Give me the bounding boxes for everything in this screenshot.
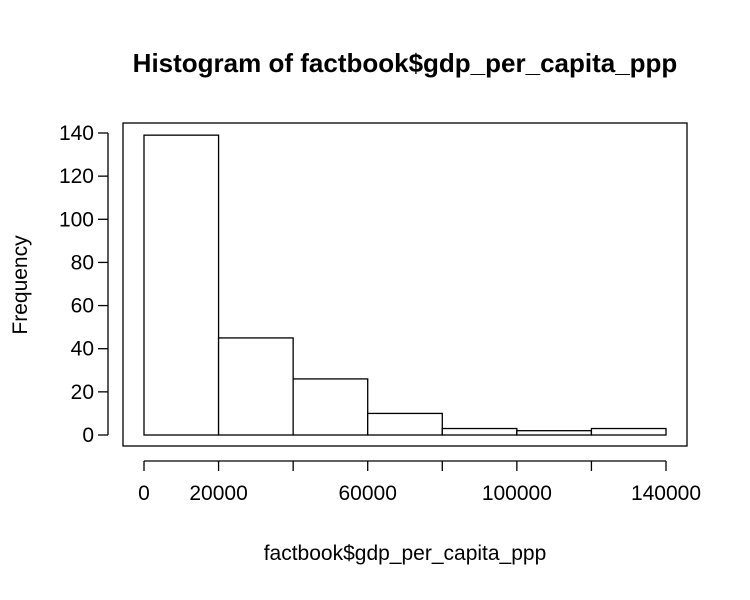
x-tick-label: 20000: [189, 482, 247, 505]
x-tick-label: 60000: [339, 482, 397, 505]
histogram-bar-0: [143, 134, 220, 436]
y-tick-label: 140: [59, 122, 94, 145]
chart-title: Histogram of factbook$gdp_per_capita_ppp: [133, 48, 678, 78]
y-tick-label: 0: [82, 424, 94, 447]
y-tick-label: 100: [59, 208, 94, 231]
y-tick-label: 40: [71, 338, 94, 361]
y-axis-label: Frequency: [9, 235, 32, 335]
histogram-bar-5: [516, 430, 593, 436]
x-tick-label: 140000: [631, 482, 701, 505]
histogram-bar-2: [292, 378, 369, 436]
x-tick-label: 0: [138, 482, 150, 505]
histogram-bar-1: [217, 337, 294, 436]
x-tick-label: 100000: [482, 482, 552, 505]
x-axis-label: factbook$gdp_per_capita_ppp: [264, 542, 547, 565]
histogram-bar-6: [590, 427, 667, 436]
plot-frame: [122, 122, 688, 447]
y-tick-label: 60: [71, 295, 94, 318]
y-tick-label: 120: [59, 165, 94, 188]
x-axis: 0 20000 60000 100000 140000: [138, 460, 701, 505]
histogram-bar-4: [441, 427, 518, 436]
y-tick-label: 80: [71, 251, 94, 274]
y-axis: 0 20 40 60 80 100 120 140: [59, 122, 109, 447]
bars-group: [143, 134, 667, 436]
histogram-bar-3: [367, 412, 443, 436]
y-tick-label: 20: [71, 381, 94, 404]
